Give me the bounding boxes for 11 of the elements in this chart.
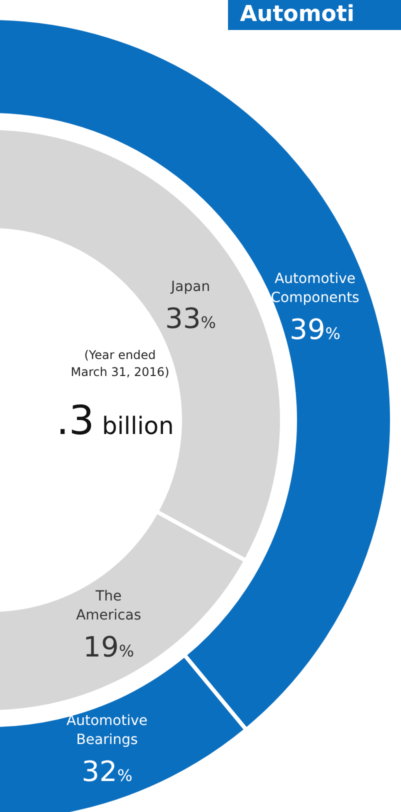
- slice-label: The Americas: [76, 588, 142, 624]
- data-label: 33%: [165, 302, 216, 335]
- slice-label: Japan: [170, 278, 210, 295]
- text: (Year ended March 31, 2016): [70, 347, 170, 381]
- data-label: 19%: [83, 630, 134, 664]
- text: .3 billion: [56, 398, 174, 444]
- data-label: 39%: [290, 312, 340, 346]
- data-label: 32%: [82, 755, 132, 788]
- chart-title: Automoti: [228, 0, 401, 30]
- slice-label: Automotive Components: [270, 270, 360, 306]
- slice-label: Automotive Bearings: [66, 713, 148, 748]
